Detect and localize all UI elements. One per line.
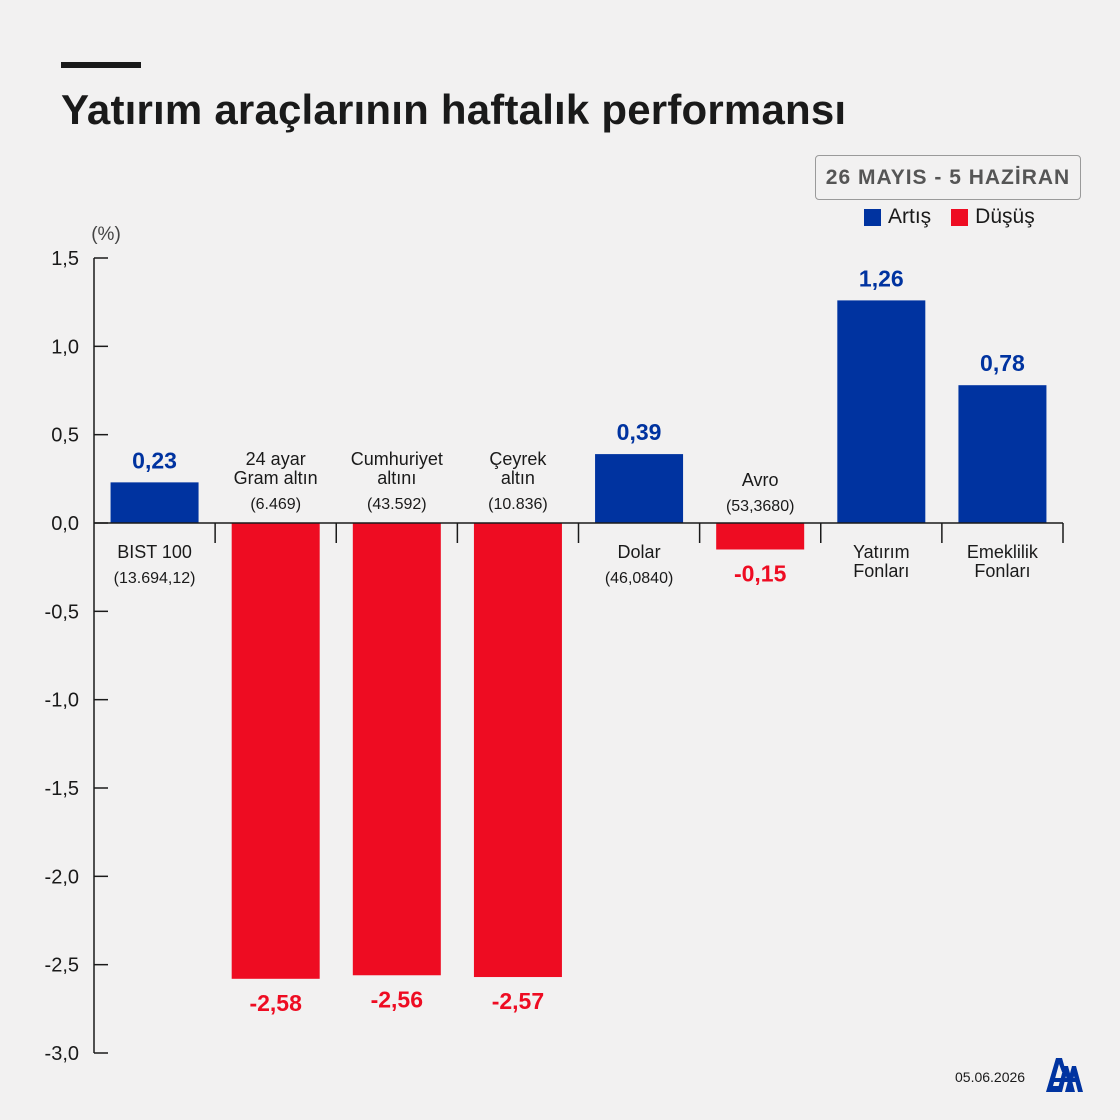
bar [110, 482, 199, 523]
y-tick-label: 1,5 [51, 248, 79, 270]
legend-item-decrease: Düşüş [951, 205, 1035, 229]
date-range-badge: 26 MAYIS - 5 HAZİRAN [815, 155, 1081, 200]
category-label: Yatırım [853, 542, 910, 562]
data-label: -2,57 [492, 988, 544, 1014]
data-label: -2,56 [371, 986, 423, 1012]
legend-label-increase: Artış [888, 205, 932, 228]
category-price-label: (10.836) [488, 496, 548, 513]
bar [716, 523, 805, 550]
data-label: -0,15 [734, 561, 787, 587]
y-tick-label: -1,5 [45, 778, 79, 800]
chart-legend: Artış Düşüş [864, 205, 1045, 229]
aa-logo-icon [1046, 1058, 1083, 1092]
y-tick-label: -1,0 [45, 690, 79, 712]
data-label: 1,26 [859, 265, 904, 291]
category-price-label: (6.469) [250, 496, 301, 513]
y-unit-label: (%) [91, 224, 121, 245]
bar [595, 454, 684, 523]
y-tick-label: 0,5 [51, 425, 79, 447]
category-label: Avro [742, 470, 779, 490]
bar [473, 523, 562, 978]
y-tick-label: -3,0 [45, 1043, 79, 1065]
legend-swatch-decrease [951, 208, 969, 226]
category-label: 24 ayar [246, 449, 306, 469]
bar [231, 523, 320, 979]
category-label: Fonları [853, 561, 909, 581]
category-price-label: (46,0840) [605, 570, 674, 587]
bar [352, 523, 441, 976]
category-label: Fonları [974, 561, 1030, 581]
category-label: altın [501, 468, 535, 488]
bar [958, 385, 1047, 523]
category-label: Çeyrek [489, 449, 547, 469]
legend-item-increase: Artış [864, 205, 931, 229]
category-label: Dolar [618, 542, 661, 562]
bar [837, 300, 926, 523]
category-label: Cumhuriyet [351, 449, 443, 469]
data-label: 0,23 [132, 447, 177, 473]
legend-label-decrease: Düşüş [975, 205, 1035, 228]
category-label: Emeklilik [967, 542, 1039, 562]
y-tick-label: -0,5 [45, 601, 79, 623]
data-label: 0,78 [980, 350, 1025, 376]
y-tick-label: 1,0 [51, 336, 79, 358]
category-price-label: (53,3680) [726, 498, 795, 515]
data-label: -2,58 [249, 990, 302, 1016]
category-label: Gram altın [234, 468, 318, 488]
publish-date: 05.06.2026 [955, 1069, 1026, 1085]
category-price-label: (13.694,12) [114, 570, 196, 587]
y-tick-label: -2,5 [45, 955, 79, 977]
category-label: BIST 100 [117, 542, 192, 562]
title-rule [61, 62, 141, 68]
y-tick-label: 0,0 [51, 513, 79, 535]
legend-swatch-increase [864, 208, 881, 226]
data-label: 0,39 [617, 419, 662, 445]
y-tick-label: -2,0 [45, 866, 79, 888]
category-label: altını [377, 468, 416, 488]
category-price-label: (43.592) [367, 496, 427, 513]
page-title: Yatırım araçlarının haftalık performansı [61, 86, 847, 133]
